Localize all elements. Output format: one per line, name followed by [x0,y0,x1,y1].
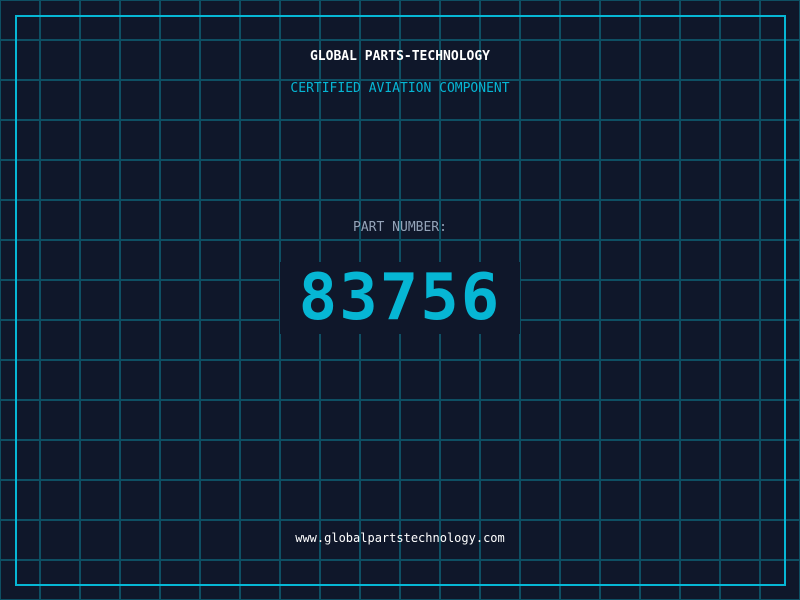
border-frame [15,15,786,586]
part-number: 83756 [280,262,520,334]
website-url: www.globalpartstechnology.com [295,531,505,545]
company-title: GLOBAL PARTS-TECHNOLOGY [309,49,490,64]
subtitle: CERTIFIED AVIATION COMPONENT [290,81,510,96]
part-number-label: PART NUMBER: [353,220,447,235]
